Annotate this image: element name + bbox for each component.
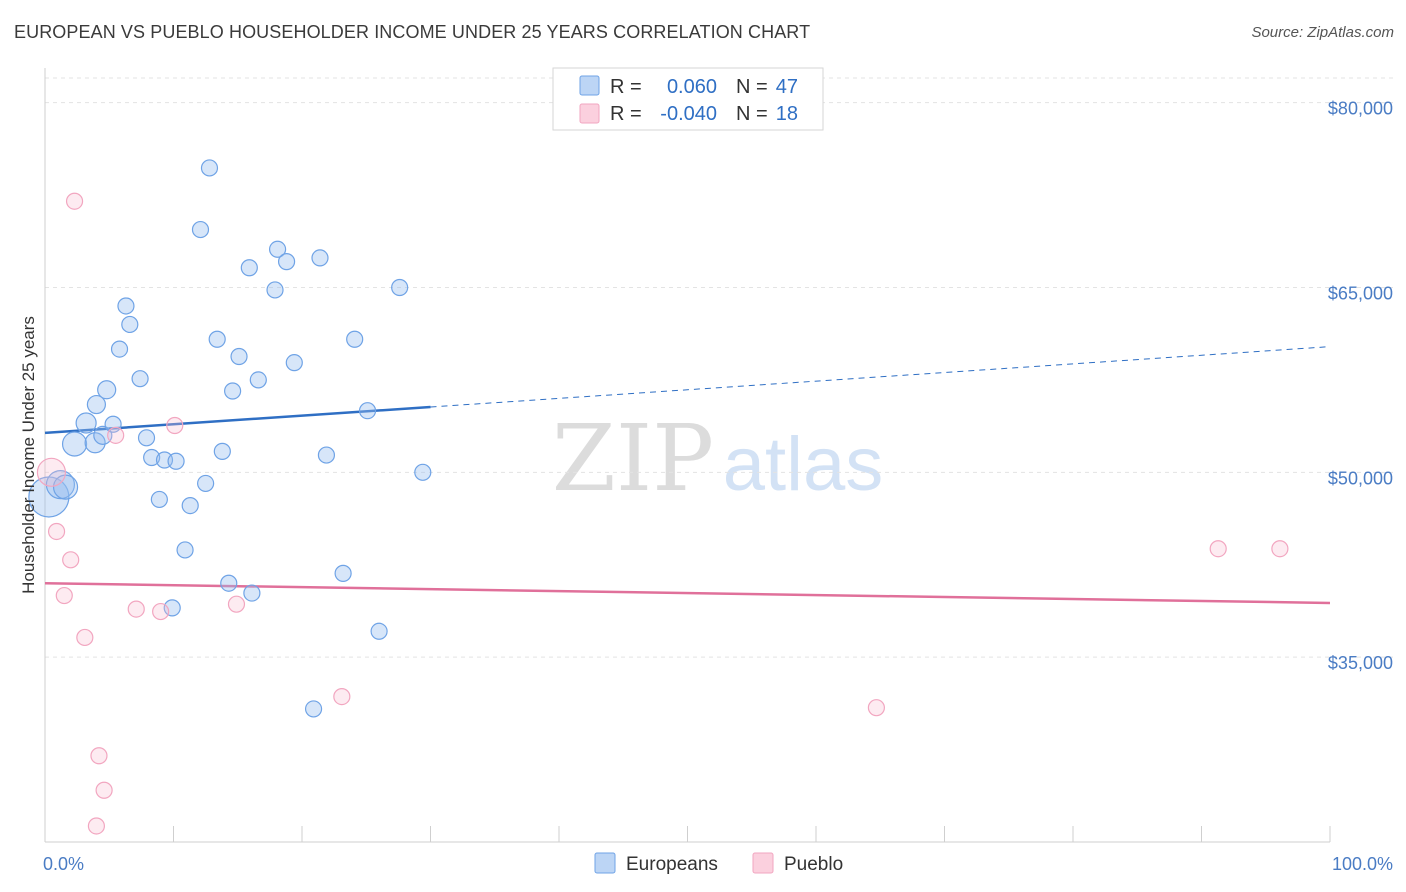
data-point-europeans xyxy=(137,429,156,447)
bottom-legend-swatch-pueblo xyxy=(752,852,774,874)
data-point-pueblo xyxy=(76,628,94,647)
trend-line-pueblo xyxy=(44,581,1331,605)
data-point-europeans xyxy=(414,463,432,481)
data-point-pueblo xyxy=(65,192,84,210)
data-point-pueblo xyxy=(95,781,113,799)
data-point-pueblo xyxy=(333,687,351,706)
watermark-zip: ZIP xyxy=(552,405,714,512)
data-point-europeans xyxy=(391,278,409,297)
data-point-europeans xyxy=(208,330,226,348)
data-point-europeans xyxy=(285,354,303,372)
data-point-pueblo xyxy=(127,600,145,618)
x-tick-label-right: 100.0% xyxy=(1332,854,1393,874)
data-point-europeans xyxy=(311,249,329,267)
data-point-europeans xyxy=(97,380,117,400)
legend-swatch-europeans xyxy=(579,75,600,96)
trend-line-extension-europeans xyxy=(430,346,1331,408)
data-point-pueblo xyxy=(152,602,170,621)
legend-n-label-pueblo: N = xyxy=(736,103,768,125)
series-legend: Europeans Pueblo xyxy=(594,852,843,875)
grid-layer xyxy=(45,77,1393,658)
data-point-europeans xyxy=(243,584,261,602)
data-point-pueblo xyxy=(1209,540,1227,558)
data-point-europeans xyxy=(61,431,88,457)
data-point-europeans xyxy=(176,541,194,559)
data-point-europeans xyxy=(334,564,352,582)
data-point-pueblo xyxy=(1271,540,1289,558)
bottom-legend-label-europeans: Europeans xyxy=(626,854,718,875)
data-point-europeans xyxy=(358,402,377,420)
bottom-legend-swatch-europeans xyxy=(594,852,616,874)
y-axis-label: Householder Income Under 25 years xyxy=(19,316,38,594)
data-point-europeans xyxy=(191,220,210,239)
data-point-europeans xyxy=(197,474,215,493)
data-point-europeans xyxy=(150,490,168,509)
data-point-europeans xyxy=(370,622,388,640)
data-point-europeans xyxy=(249,371,267,389)
y-tick-label: $50,000 xyxy=(1328,468,1393,488)
watermark-atlas: atlas xyxy=(723,422,884,507)
y-tick-label: $35,000 xyxy=(1328,653,1393,673)
data-point-pueblo xyxy=(107,426,125,444)
data-point-pueblo xyxy=(227,595,246,613)
bottom-legend-label-pueblo: Pueblo xyxy=(784,854,843,875)
points-layer xyxy=(28,159,1289,835)
data-point-europeans xyxy=(230,347,248,366)
data-point-europeans xyxy=(277,253,296,271)
data-point-pueblo xyxy=(47,522,66,541)
data-point-pueblo xyxy=(90,747,108,765)
data-point-europeans xyxy=(266,281,284,299)
data-point-europeans xyxy=(93,425,113,445)
data-point-europeans xyxy=(304,700,323,718)
legend-n-value-pueblo: 18 xyxy=(776,103,798,125)
correlation-legend: R = 0.060 N = 47 R = -0.040 N = 18 xyxy=(552,67,824,131)
data-point-europeans xyxy=(268,240,287,258)
y-tick-labels: $80,000 $65,000 $50,000 $35,000 xyxy=(1328,99,1393,674)
x-tick-label-left: 0.0% xyxy=(43,854,84,874)
data-point-pueblo xyxy=(166,416,184,435)
data-point-europeans xyxy=(181,496,199,515)
data-point-europeans xyxy=(117,297,135,315)
data-point-europeans xyxy=(224,382,242,400)
data-point-europeans xyxy=(131,370,149,388)
chart-title: EUROPEAN VS PUEBLO HOUSEHOLDER INCOME UN… xyxy=(14,22,811,42)
legend-swatch-pueblo xyxy=(579,103,600,124)
data-point-pueblo xyxy=(87,817,106,835)
data-point-europeans xyxy=(213,442,231,460)
legend-r-value-pueblo: -0.040 xyxy=(660,103,717,125)
data-point-europeans xyxy=(45,470,76,500)
y-tick-label: $65,000 xyxy=(1328,283,1393,303)
data-point-europeans xyxy=(86,394,107,415)
legend-r-label-europeans: R = xyxy=(610,76,642,98)
source-credit: Source: ZipAtlas.com xyxy=(1251,24,1394,41)
axis-layer xyxy=(44,68,1331,843)
legend-r-label-pueblo: R = xyxy=(610,103,642,125)
data-point-pueblo xyxy=(36,457,67,487)
legend-r-value-europeans: 0.060 xyxy=(667,76,717,98)
data-point-pueblo xyxy=(62,551,80,569)
data-point-europeans xyxy=(167,452,185,470)
data-point-europeans xyxy=(220,574,238,592)
y-tick-label: $80,000 xyxy=(1328,99,1393,119)
data-point-europeans xyxy=(121,315,139,334)
data-point-europeans xyxy=(317,446,336,464)
legend-n-value-europeans: 47 xyxy=(776,76,798,98)
data-point-europeans xyxy=(143,448,161,467)
data-point-europeans xyxy=(104,415,122,433)
data-point-europeans xyxy=(240,259,258,277)
data-point-europeans xyxy=(75,412,97,434)
data-point-europeans xyxy=(110,340,129,358)
legend-n-label-europeans: N = xyxy=(736,76,768,98)
data-point-europeans xyxy=(346,330,364,348)
data-point-pueblo xyxy=(55,586,73,605)
data-point-pueblo xyxy=(867,699,885,717)
data-point-europeans xyxy=(84,432,106,454)
data-point-europeans xyxy=(200,159,219,177)
